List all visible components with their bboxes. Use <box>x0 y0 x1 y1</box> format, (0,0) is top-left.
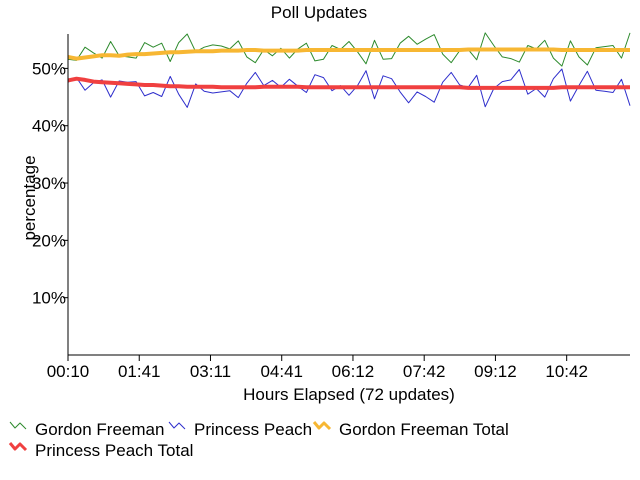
x-tick-label: 00:10 <box>47 362 90 381</box>
series-line-gordon-freeman-total <box>67 47 630 61</box>
legend-swatch <box>9 421 27 430</box>
y-tick-label: 50% <box>32 59 66 78</box>
x-axis-label: Hours Elapsed (72 updates) <box>243 385 455 404</box>
y-tick-label: 10% <box>32 289 66 308</box>
x-tick-label: 10:42 <box>545 362 588 381</box>
x-axis-ticks: 00:10 01:41 03:11 04:41 06:12 07:42 09:12 10:42 <box>47 355 588 381</box>
x-tick-label: 09:12 <box>474 362 517 381</box>
legend-item-princess-peach-total: Princess Peach Total <box>8 441 193 460</box>
legend-item-princess-peach: Princess Peach <box>168 420 312 439</box>
legend-label: Gordon Freeman Total <box>339 420 509 439</box>
series-layer <box>67 32 631 108</box>
legend-label: Princess Peach Total <box>35 441 193 460</box>
legend: Gordon Freeman Princess Peach Gordon Freem… <box>8 420 509 460</box>
plot-area: 10% 20% 30% 40% 50% 00:10 01:41 03:11 04:41 06:1… <box>32 32 631 381</box>
series-line-princess-peach-total <box>67 76 630 90</box>
x-tick-label: 01:41 <box>118 362 161 381</box>
legend-label: Princess Peach <box>194 420 312 439</box>
y-tick-label: 20% <box>32 231 66 250</box>
y-axis-ticks: 10% 20% 30% 40% 50% <box>32 59 68 308</box>
legend-swatch <box>8 442 28 452</box>
x-tick-label: 07:42 <box>403 362 446 381</box>
x-tick-label: 03:11 <box>190 362 231 381</box>
y-tick-label: 30% <box>32 174 66 193</box>
x-tick-label: 06:12 <box>332 362 375 381</box>
legend-item-gordon-freeman-total: Gordon Freeman Total <box>312 420 509 439</box>
legend-swatch <box>312 421 332 431</box>
legend-swatch <box>168 421 186 430</box>
y-tick-label: 40% <box>32 117 66 136</box>
x-tick-label: 04:41 <box>260 362 303 381</box>
legend-item-gordon-freeman: Gordon Freeman <box>9 420 164 439</box>
y-axis-label: percentage <box>20 155 39 240</box>
legend-label: Gordon Freeman <box>35 420 164 439</box>
chart-title: Poll Updates <box>271 3 367 22</box>
